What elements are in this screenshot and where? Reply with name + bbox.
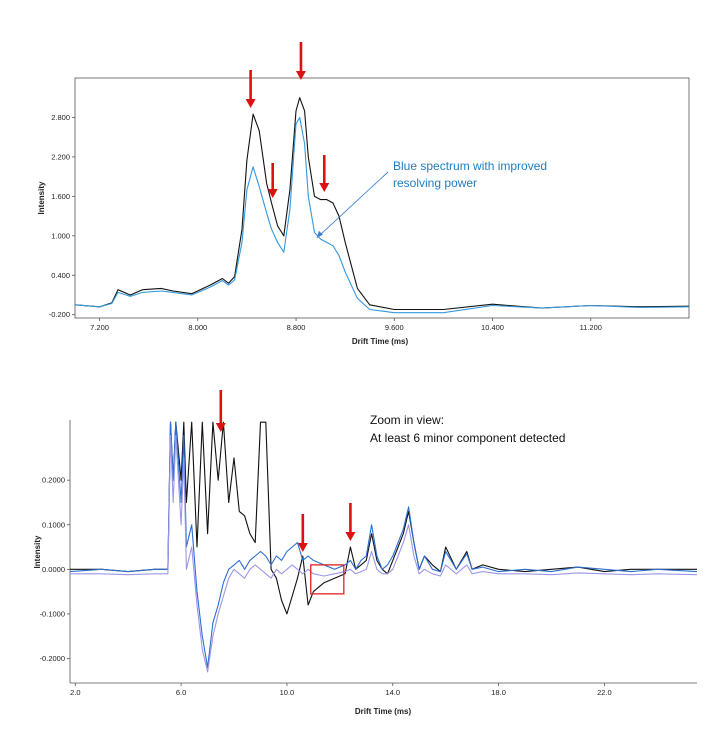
top-x-axis-label: Drift Time (ms) bbox=[352, 337, 409, 346]
top-y-tick-label: 2.800 bbox=[51, 113, 70, 122]
bot-x-tick-label: 14.0 bbox=[385, 688, 400, 697]
bot-y-tick-label: 0.2000 bbox=[42, 476, 65, 485]
top-y-tick-label: -0.200 bbox=[49, 310, 70, 319]
bottom-x-ticks: 2.0 6.0 10.0 14.0 18.0 22.0 bbox=[70, 683, 612, 697]
top-x-ticks: 7.200 8.000 8.800 9.600 10.400 11.200 bbox=[90, 318, 602, 332]
top-peak-arrow-head bbox=[245, 99, 256, 108]
top-series-line-1 bbox=[75, 97, 689, 311]
bottom-peak-arrow-head bbox=[215, 423, 226, 432]
bot-x-tick-label: 2.0 bbox=[70, 688, 80, 697]
bottom-y-ticks: -0.2000 -0.1000 0.0000 0.1000 0.2000 bbox=[40, 476, 70, 663]
bot-y-tick-label: 0.1000 bbox=[42, 520, 65, 529]
top-y-tick-label: 1.600 bbox=[51, 192, 70, 201]
bot-x-tick-label: 18.0 bbox=[491, 688, 506, 697]
top-peak-arrow-head bbox=[267, 189, 278, 198]
top-chart: -0.200 0.400 1.000 1.600 2.200 2.800 7.200 8.0… bbox=[37, 42, 690, 346]
bot-y-tick-label: 0.0000 bbox=[42, 565, 65, 574]
top-x-tick-label: 9.600 bbox=[385, 323, 404, 332]
bottom-peak-arrow-head bbox=[345, 532, 356, 541]
top-y-axis-label: Intensity bbox=[37, 181, 46, 214]
top-annotation-arrow bbox=[316, 171, 389, 239]
top-x-tick-label: 10.400 bbox=[481, 323, 504, 332]
top-peak-arrow-head bbox=[295, 71, 306, 80]
bot-x-tick-label: 22.0 bbox=[597, 688, 612, 697]
top-x-tick-label: 11.200 bbox=[580, 323, 602, 332]
bot-x-tick-label: 6.0 bbox=[176, 688, 186, 697]
top-series-line-2 bbox=[75, 116, 689, 314]
bottom-chart: -0.2000 -0.1000 0.0000 0.1000 0.2000 2.0 6.0 1… bbox=[33, 390, 697, 716]
top-y-ticks: -0.200 0.400 1.000 1.600 2.200 2.800 bbox=[49, 113, 75, 319]
top-annotation-line-2: resolving power bbox=[393, 176, 477, 190]
bottom-y-axis-label: Intensity bbox=[33, 535, 42, 568]
bottom-x-axis-label: Drift Time (ms) bbox=[355, 707, 412, 716]
bot-series-line-3 bbox=[70, 435, 697, 673]
top-y-tick-label: 2.200 bbox=[51, 152, 70, 161]
top-peak-arrow-head bbox=[319, 183, 330, 192]
top-annotation-line-1: Blue spectrum with improved bbox=[393, 159, 547, 173]
top-series bbox=[75, 97, 689, 314]
top-x-tick-label: 8.000 bbox=[188, 323, 207, 332]
bottom-series bbox=[70, 421, 697, 673]
top-x-tick-label: 8.800 bbox=[287, 323, 306, 332]
bot-series-line-1 bbox=[70, 421, 697, 615]
bottom-annotation-line-2: At least 6 minor component detected bbox=[370, 431, 565, 445]
minor-component-highlight-box bbox=[310, 564, 345, 595]
bottom-markers bbox=[215, 390, 356, 552]
top-plot-frame bbox=[74, 77, 690, 319]
bot-y-tick-label: -0.2000 bbox=[40, 654, 65, 663]
top-x-tick-label: 7.200 bbox=[90, 323, 109, 332]
bot-x-tick-label: 10.0 bbox=[280, 688, 295, 697]
top-y-tick-label: 1.000 bbox=[51, 231, 70, 240]
top-y-tick-label: 0.400 bbox=[51, 271, 70, 280]
bottom-peak-arrow-head bbox=[297, 543, 308, 552]
top-markers bbox=[245, 42, 330, 238]
bottom-annotation-line-1: Zoom in view: bbox=[370, 413, 444, 427]
bot-y-tick-label: -0.1000 bbox=[40, 609, 65, 618]
bot-series-line-2 bbox=[70, 421, 697, 668]
